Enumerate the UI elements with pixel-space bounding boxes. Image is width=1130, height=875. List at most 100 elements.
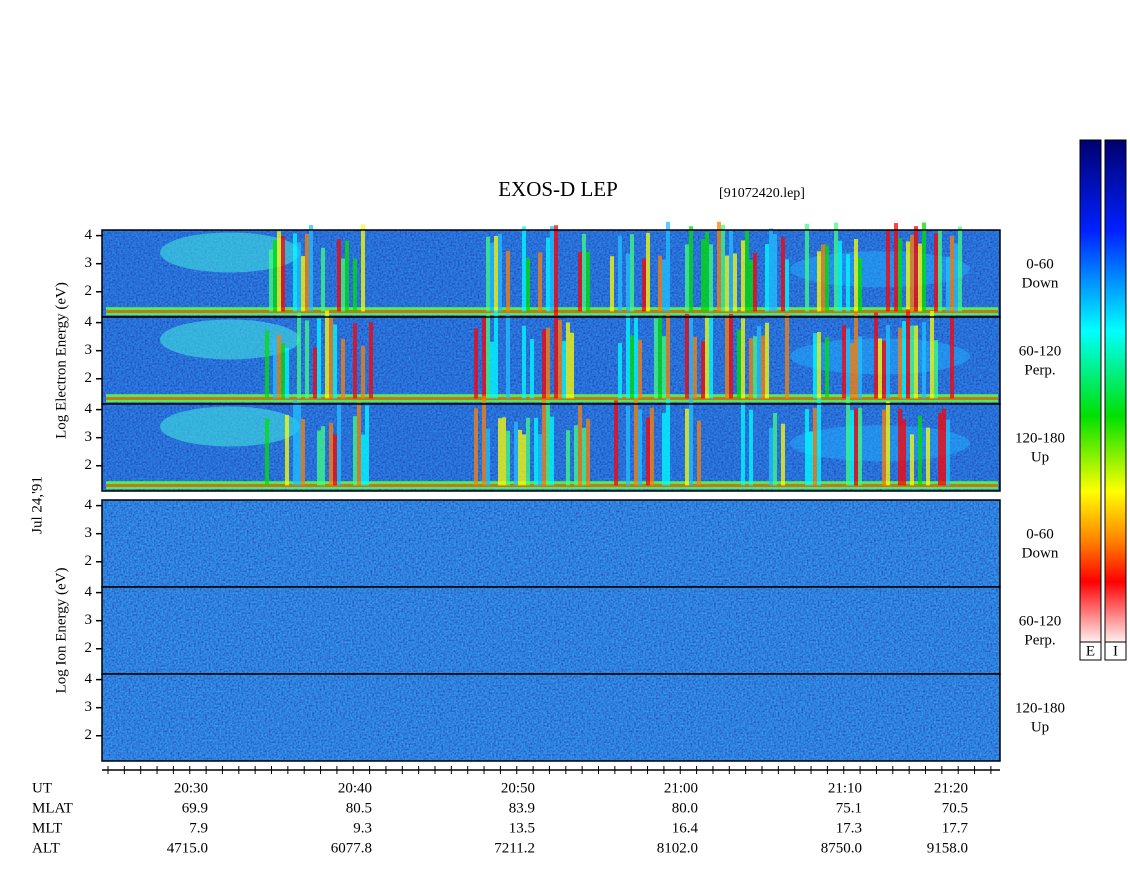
flux-stripe [930, 311, 934, 399]
flux-stripe [321, 426, 325, 486]
flux-stripe [942, 408, 946, 486]
flux-stripe [854, 312, 858, 399]
column-value: 4715.0 [167, 840, 208, 856]
flux-stripe [749, 259, 753, 312]
flux-stripe [634, 398, 638, 486]
flux-stripe [618, 235, 622, 312]
flux-stripe [566, 430, 570, 486]
flux-stripe [753, 252, 757, 312]
flux-stripe [761, 335, 765, 399]
flux-stripe [685, 408, 689, 486]
flux-stripe [753, 336, 757, 399]
file-label: [91072420.lep] [719, 186, 805, 201]
flux-stripe [542, 399, 546, 486]
flux-stripe [522, 325, 526, 399]
flux-stripe [878, 338, 882, 399]
flux-stripe [365, 405, 369, 486]
flux-stripe [586, 251, 590, 312]
flux-stripe [618, 342, 622, 399]
flux-stripe [337, 404, 341, 486]
flux-blob [160, 232, 300, 273]
column-value: 9158.0 [927, 840, 968, 856]
column-value: 70.5 [942, 800, 968, 816]
flux-stripe [813, 408, 817, 486]
flux-stripe [938, 412, 942, 486]
flux-stripe [353, 258, 357, 312]
flux-stripe [297, 242, 301, 312]
flux-stripe [353, 323, 357, 399]
flux-stripe [329, 422, 333, 486]
row-label: MLT [32, 820, 62, 836]
flux-stripe [854, 408, 858, 486]
flux-stripe [329, 317, 333, 399]
flux-stripe [281, 235, 285, 312]
flux-stripe [813, 333, 817, 399]
colorbar-box [1104, 641, 1127, 661]
flux-stripe [709, 244, 713, 312]
flux-stripe [725, 315, 729, 399]
flux-stripe [898, 408, 902, 486]
flux-stripe [586, 418, 590, 486]
flux-stripe [910, 434, 914, 486]
flux-stripe [922, 322, 926, 399]
flux-stripe [265, 418, 269, 486]
flux-stripe [850, 343, 854, 399]
flux-stripe [741, 240, 745, 312]
flux-stripe [658, 315, 662, 399]
flux-stripe [514, 421, 518, 486]
colorbar-box [1079, 641, 1102, 661]
flux-stripe [946, 256, 950, 312]
flux-stripe [773, 234, 777, 312]
column-value: 20:40 [338, 780, 372, 796]
flux-stripe [910, 325, 914, 399]
flux-stripe [630, 335, 634, 399]
flux-stripe [749, 338, 753, 399]
column-value: 69.9 [182, 800, 208, 816]
flux-stripe [906, 241, 910, 312]
flux-stripe [333, 324, 337, 399]
flux-stripe [546, 401, 550, 486]
flux-stripe [526, 417, 530, 486]
flux-stripe [817, 397, 821, 486]
flux-stripe [757, 326, 761, 399]
flux-stripe [265, 330, 269, 399]
row-label: MLAT [32, 800, 73, 816]
column-value: 6077.8 [331, 840, 372, 856]
flux-stripe [846, 328, 850, 399]
column-value: 83.9 [509, 800, 535, 816]
flux-stripe [662, 412, 666, 486]
flux-stripe [950, 235, 954, 312]
flux-stripe [538, 434, 542, 486]
flux-stripe [938, 229, 942, 312]
spectrogram-noise [102, 587, 1000, 674]
column-value: 8102.0 [657, 840, 698, 856]
pitch-label: 120-180 [1015, 430, 1065, 446]
flux-stripe [494, 235, 498, 312]
flux-stripe [729, 313, 733, 399]
flux-stripe [918, 243, 922, 312]
flux-stripe [522, 434, 526, 486]
flux-stripe [558, 319, 562, 399]
flux-stripe [562, 341, 566, 399]
row-label: ALT [32, 840, 60, 856]
flux-stripe [842, 325, 846, 399]
pitch-label: 60-120 [1019, 343, 1062, 359]
flux-stripe [546, 327, 550, 399]
flux-stripe [550, 416, 554, 486]
flux-stripe [626, 253, 630, 312]
flux-stripe [882, 340, 886, 399]
flux-stripe [502, 417, 506, 486]
flux-stripe [821, 244, 825, 312]
flux-stripe [345, 240, 349, 312]
flux-stripe [337, 238, 341, 312]
pitch-label: 0-60 [1026, 526, 1054, 542]
flux-stripe [361, 224, 365, 312]
flux-stripe [301, 256, 305, 312]
flux-stripe [721, 224, 725, 312]
flux-stripe [498, 418, 502, 486]
flux-stripe [578, 251, 582, 312]
flux-stripe [321, 247, 325, 312]
direction-label: Perp. [1024, 632, 1055, 648]
y-tick-label: 3 [85, 525, 93, 541]
